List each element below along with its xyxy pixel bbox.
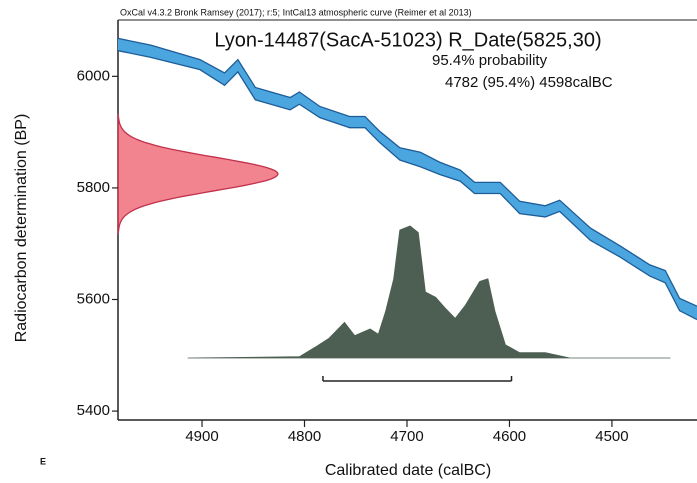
corner-label: E [40, 456, 46, 466]
x-tick-label: 4800 [288, 428, 321, 445]
y-tick-label: 5400 [77, 402, 110, 419]
y-tick-label: 5800 [77, 179, 110, 196]
calibration-lower [117, 50, 697, 321]
chart-title: Lyon-14487(SacA-51023) R_Date(5825,30) [214, 29, 601, 51]
x-tick-label: 4700 [390, 428, 423, 445]
x-tick-label: 4600 [493, 428, 526, 445]
range-label: 4782 (95.4%) 4598calBC [445, 74, 613, 91]
y-axis-label: Radiocarbon determination (BP) [13, 114, 30, 343]
x-tick-label: 4500 [595, 428, 628, 445]
x-axis-label: Calibrated date (calBC) [325, 462, 491, 479]
x-tick-label: 4900 [185, 428, 218, 445]
posterior-distribution [187, 225, 671, 359]
y-tick-label: 5600 [77, 290, 110, 307]
measurement-distribution [117, 113, 279, 235]
header: OxCal v4.3.2 Bronk Ramsey (2017); r:5; I… [120, 7, 472, 17]
y-tick-label: 6000 [77, 67, 110, 84]
calibration-upper [117, 37, 697, 307]
probability-label: 95.4% probability [432, 52, 548, 69]
